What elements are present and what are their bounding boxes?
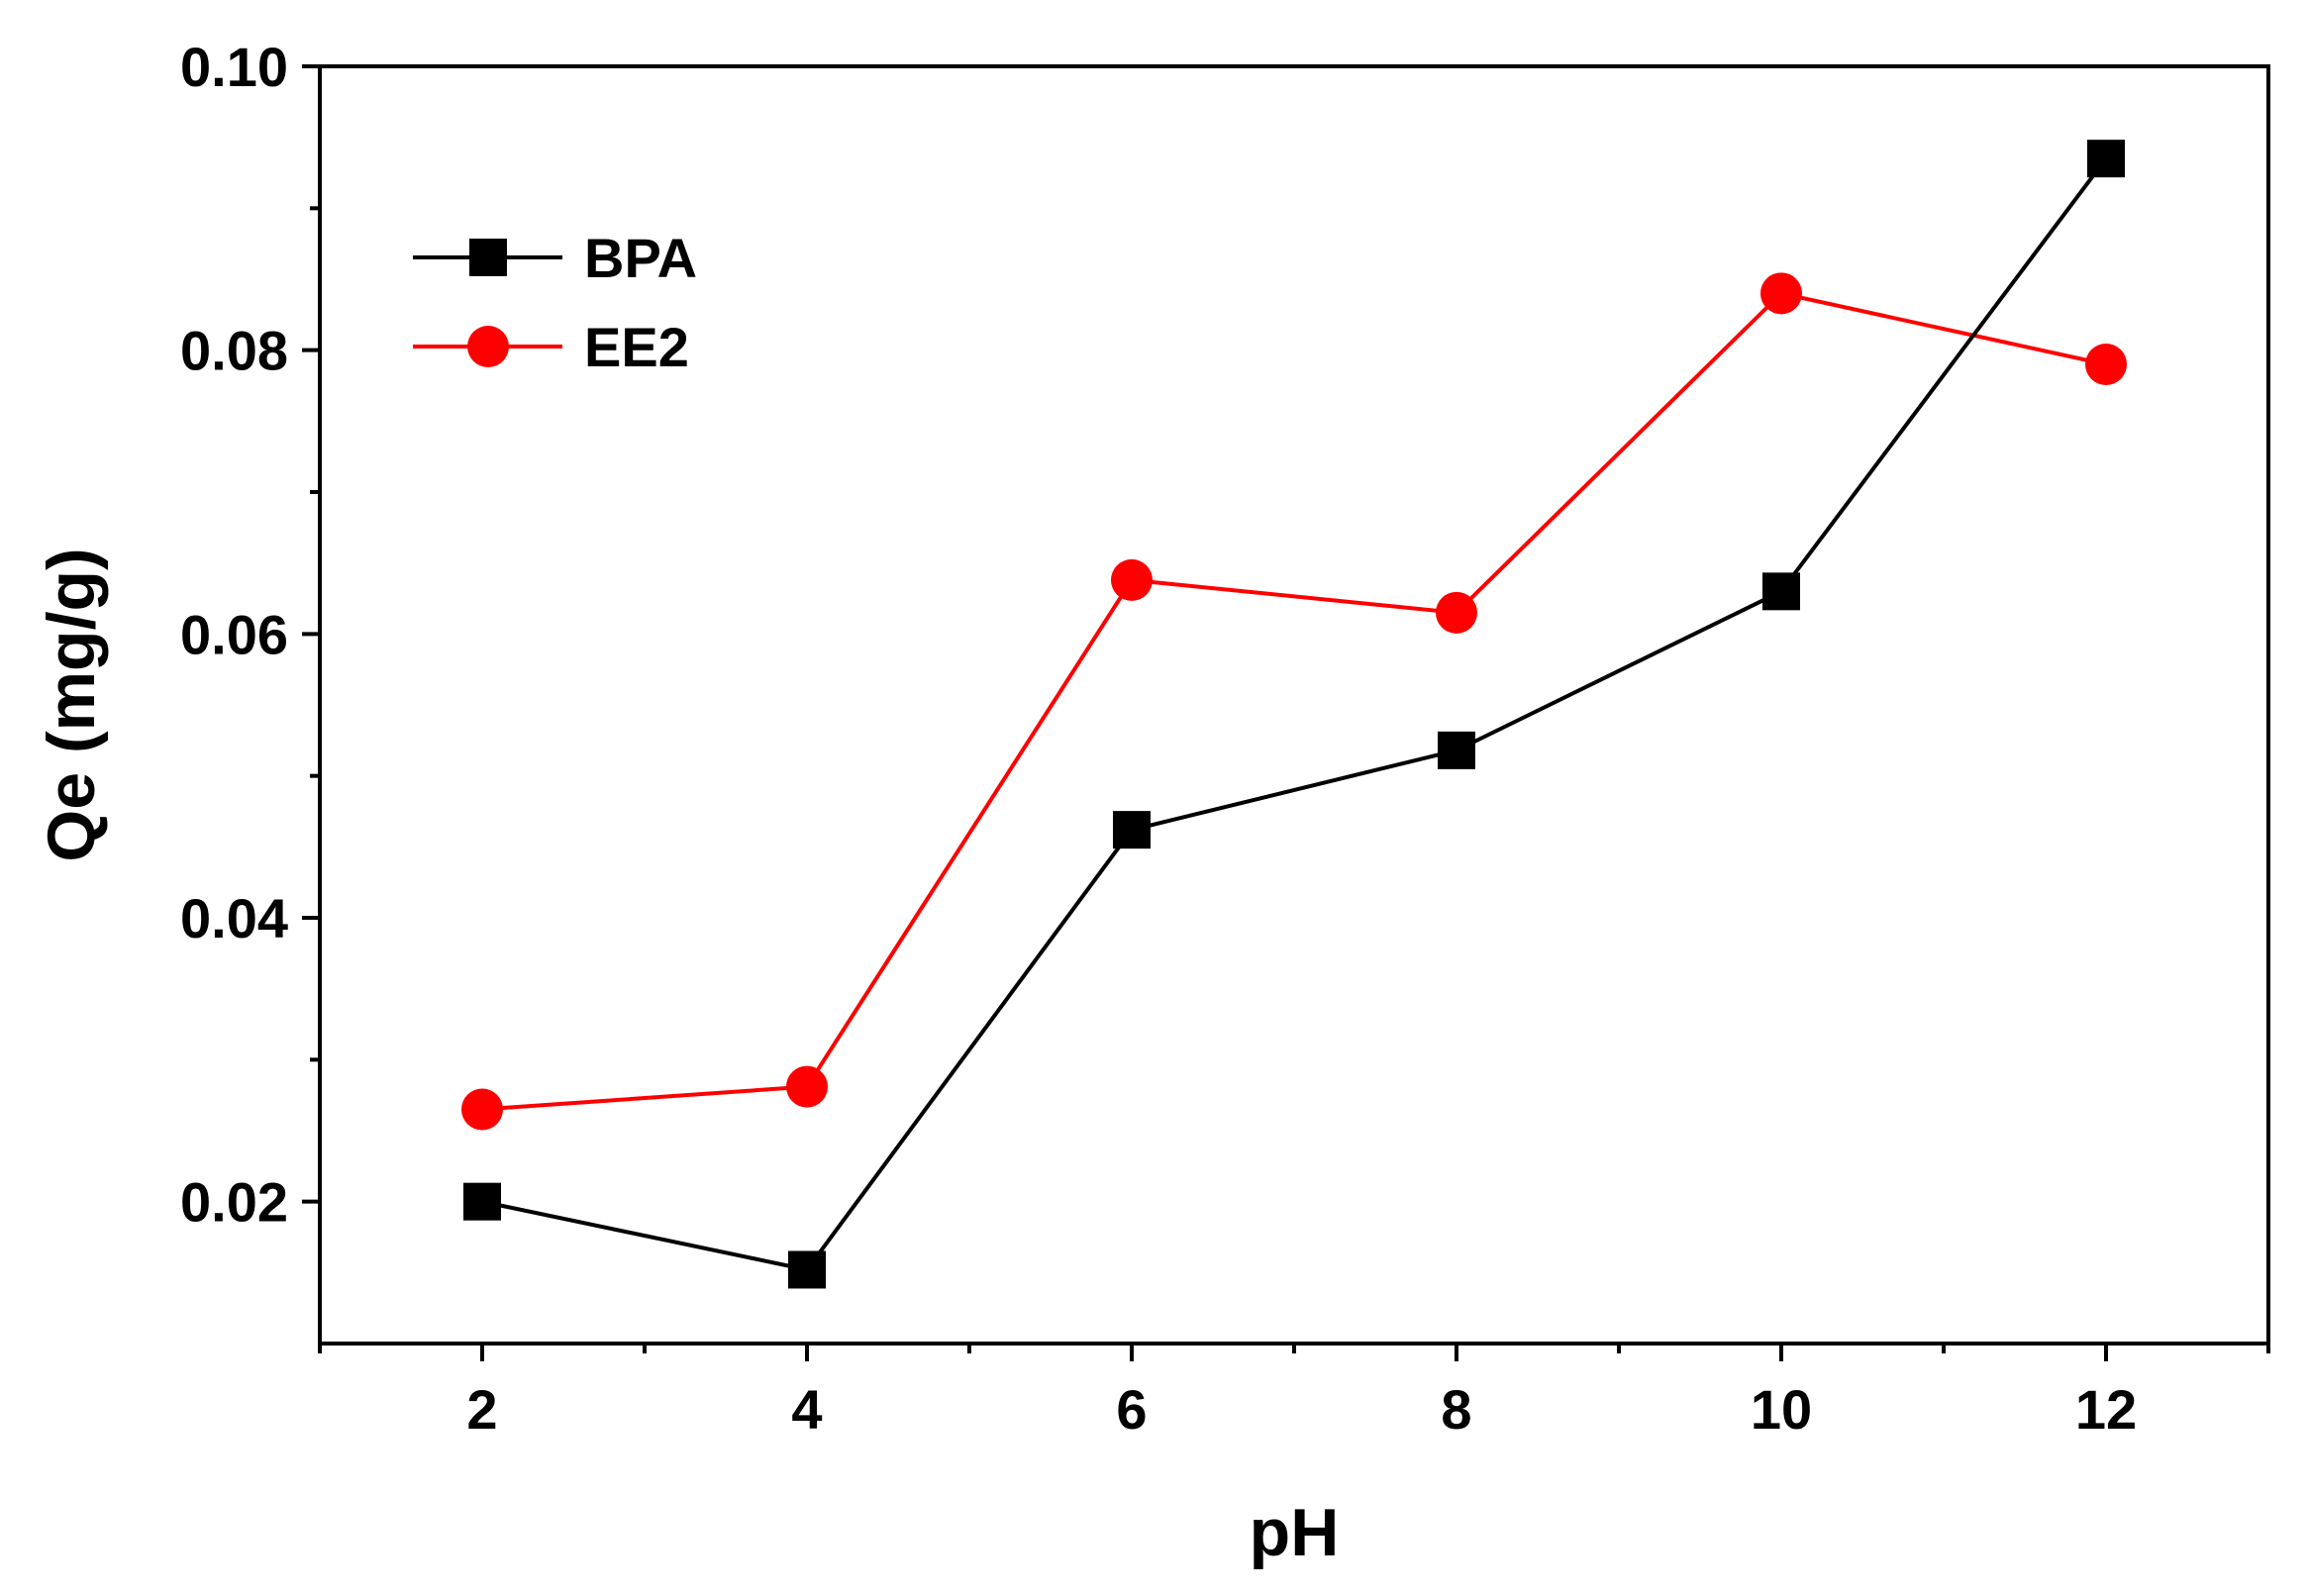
x-tick-label: 2 [466,1378,497,1441]
y-tick-label: 0.02 [180,1171,288,1234]
x-axis-title: pH [1250,1495,1340,1570]
data-point-bpa [2087,140,2125,178]
data-point-ee2 [1436,591,1477,634]
series-ee2 [461,272,2127,1131]
legend-item-bpa: BPA [413,227,697,289]
data-point-bpa [463,1182,501,1221]
y-axis-ticks [302,64,320,1204]
plot-frame [318,64,2270,1346]
data-point-ee2 [1760,272,1802,315]
data-point-bpa [1762,572,1800,611]
legend-marker-circle [467,326,509,367]
y-tick-label: 0.06 [180,603,288,665]
y-axis-tick-labels: 0.02 0.04 0.06 0.08 0.10 [180,36,288,1234]
series-bpa [463,140,2125,1289]
series-line-ee2 [481,291,2107,1112]
data-point-bpa [788,1250,826,1289]
x-tick-label: 10 [1751,1378,1812,1441]
data-point-ee2 [461,1088,503,1131]
data-point-ee2 [2085,344,2127,385]
series-line-bpa [481,156,2108,1272]
legend-label: EE2 [584,316,689,378]
data-point-bpa [1113,811,1151,849]
data-point-ee2 [786,1065,828,1108]
y-tick-label: 0.08 [180,320,288,382]
data-point-bpa [1438,731,1475,769]
x-tick-label: 12 [2075,1378,2137,1441]
x-tick-label: 8 [1441,1378,1471,1441]
legend-label: BPA [584,227,697,289]
x-tick-label: 6 [1116,1378,1147,1441]
x-tick-label: 4 [791,1378,822,1441]
legend-item-ee2: EE2 [413,316,689,378]
legend-marker-square [469,239,507,276]
series-layer [461,140,2127,1289]
y-tick-label: 0.04 [180,887,288,949]
y-axis-title: Qe (mg/g) [34,548,109,861]
legend: BPA EE2 [413,227,697,378]
y-tick-label: 0.10 [180,36,288,98]
x-axis-ticks [318,1344,2270,1361]
data-point-ee2 [1111,558,1153,601]
x-axis-tick-labels: 2 4 6 8 10 12 [466,1378,2137,1441]
